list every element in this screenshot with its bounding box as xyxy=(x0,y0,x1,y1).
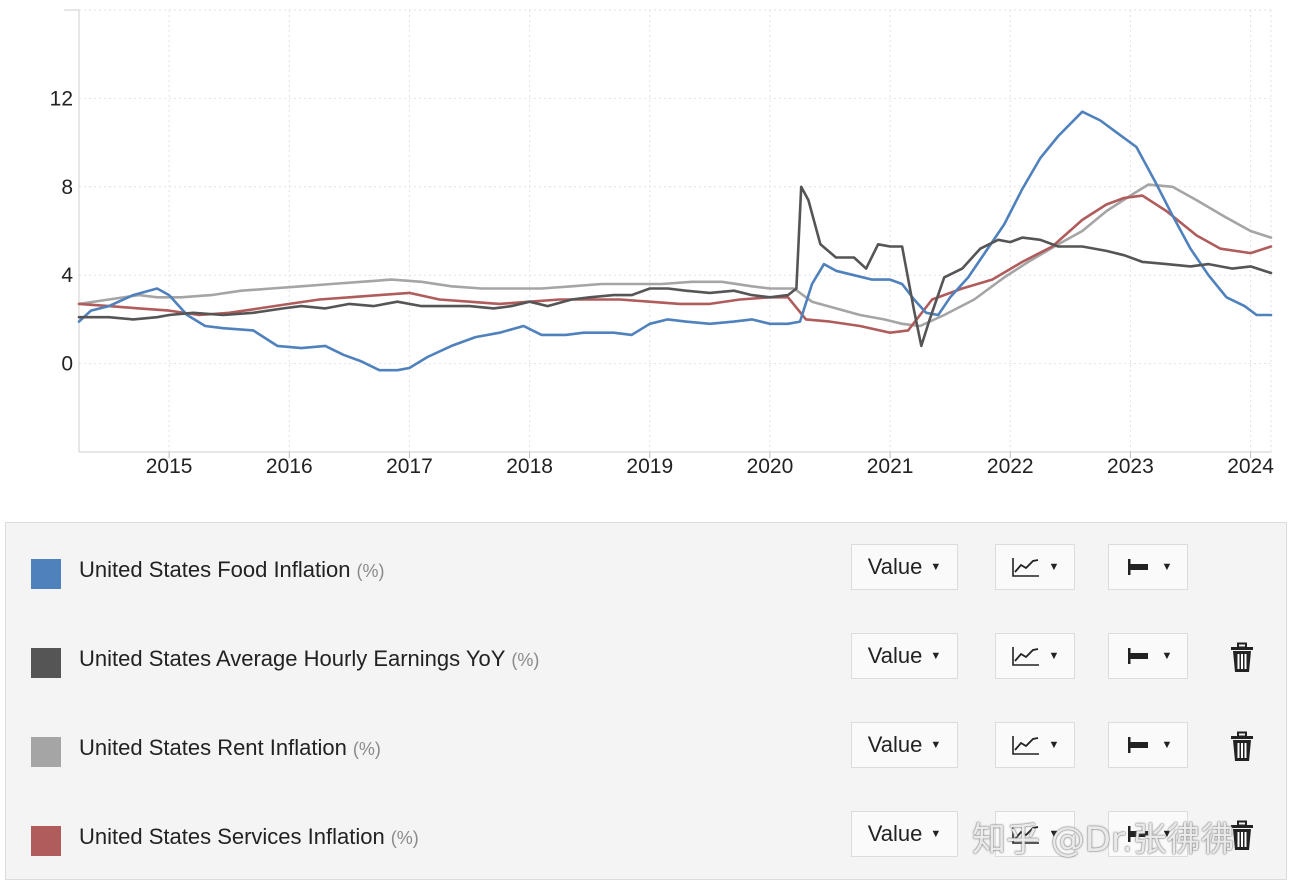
value-dropdown[interactable]: Value ▼ xyxy=(851,544,958,590)
series-unit: (%) xyxy=(390,828,419,848)
caret-down-icon: ▼ xyxy=(1048,561,1060,573)
series-label: United States Food Inflation (%) xyxy=(79,557,385,583)
axis-dropdown[interactable]: ▼ xyxy=(1108,633,1188,679)
y-tick-label: 0 xyxy=(61,353,73,376)
axis-align-icon xyxy=(1127,648,1148,664)
trash-icon[interactable] xyxy=(1228,820,1256,852)
series-color-swatch xyxy=(31,648,61,678)
value-dropdown[interactable]: Value ▼ xyxy=(851,811,958,857)
caret-down-icon: ▼ xyxy=(1048,828,1060,840)
value-dropdown-label: Value xyxy=(867,554,923,579)
series-unit: (%) xyxy=(511,650,540,670)
caret-down-icon: ▼ xyxy=(930,561,942,573)
x-tick-label: 2020 xyxy=(747,455,794,478)
chart-axes xyxy=(64,9,1271,458)
series-name: United States Food Inflation xyxy=(79,557,351,582)
x-tick-label: 2022 xyxy=(987,455,1034,478)
series-name: United States Average Hourly Earnings Yo… xyxy=(79,646,506,671)
legend-row-rent: United States Rent Inflation (%) Value ▼ ▼… xyxy=(6,701,1286,790)
y-tick-label: 12 xyxy=(50,87,73,110)
line-chart-icon xyxy=(1011,825,1039,844)
x-tick-label: 2023 xyxy=(1107,455,1154,478)
series-color-swatch xyxy=(31,826,61,856)
series-unit: (%) xyxy=(356,561,385,581)
x-tick-label: 2015 xyxy=(146,455,193,478)
axis-align-icon xyxy=(1127,737,1148,753)
value-dropdown-label: Value xyxy=(867,643,923,668)
caret-down-icon: ▼ xyxy=(930,650,942,662)
value-dropdown[interactable]: Value ▼ xyxy=(851,722,958,768)
x-tick-label: 2016 xyxy=(266,455,313,478)
line-chart-icon xyxy=(1011,736,1039,755)
value-dropdown-label: Value xyxy=(867,732,923,757)
trash-icon[interactable] xyxy=(1228,731,1256,763)
axis-align-icon xyxy=(1127,826,1148,842)
series-unit: (%) xyxy=(352,739,381,759)
x-tick-label: 2018 xyxy=(506,455,553,478)
axis-dropdown[interactable]: ▼ xyxy=(1108,811,1188,857)
chart-series xyxy=(77,110,1273,372)
legend-row-earnings: United States Average Hourly Earnings Yo… xyxy=(6,612,1286,701)
line-chart-icon xyxy=(1011,558,1039,577)
chart-grid xyxy=(79,9,1272,453)
axis-align-icon xyxy=(1127,559,1148,575)
series-color-swatch xyxy=(31,737,61,767)
chart-type-dropdown[interactable]: ▼ xyxy=(995,544,1075,590)
line-chart: 0 4 8 12 2015 2016 2017 2018 2019 2020 2021 2022 202… xyxy=(50,9,1275,478)
chart-type-dropdown[interactable]: ▼ xyxy=(995,633,1075,679)
value-dropdown[interactable]: Value ▼ xyxy=(851,633,958,679)
legend-row-food: United States Food Inflation (%) Value ▼ ▼… xyxy=(6,523,1286,612)
series-label: United States Average Hourly Earnings Yo… xyxy=(79,646,539,672)
series-line-2 xyxy=(77,183,1273,328)
series-legend-panel: United States Food Inflation (%) Value ▼ ▼… xyxy=(5,522,1287,880)
series-line-0 xyxy=(77,110,1273,372)
x-tick-label: 2017 xyxy=(386,455,433,478)
trash-icon[interactable] xyxy=(1228,642,1256,674)
caret-down-icon: ▼ xyxy=(1161,650,1173,662)
chart-tick-labels: 0 4 8 12 2015 2016 2017 2018 2019 2020 2021 2022 202… xyxy=(50,87,1275,478)
series-color-swatch xyxy=(31,559,61,589)
caret-down-icon: ▼ xyxy=(930,739,942,751)
series-name: United States Rent Inflation xyxy=(79,735,347,760)
value-dropdown-label: Value xyxy=(867,821,923,846)
series-name: United States Services Inflation xyxy=(79,824,385,849)
caret-down-icon: ▼ xyxy=(930,828,942,840)
caret-down-icon: ▼ xyxy=(1161,561,1173,573)
chart-type-dropdown[interactable]: ▼ xyxy=(995,811,1075,857)
caret-down-icon: ▼ xyxy=(1161,828,1173,840)
caret-down-icon: ▼ xyxy=(1161,739,1173,751)
chart-type-dropdown[interactable]: ▼ xyxy=(995,722,1075,768)
series-line-3 xyxy=(77,194,1273,334)
legend-row-services: United States Services Inflation (%) Valu… xyxy=(6,790,1286,879)
y-tick-label: 4 xyxy=(61,264,73,287)
axis-dropdown[interactable]: ▼ xyxy=(1108,722,1188,768)
axis-dropdown[interactable]: ▼ xyxy=(1108,544,1188,590)
x-tick-label: 2024 xyxy=(1227,455,1274,478)
y-tick-label: 8 xyxy=(61,176,73,199)
series-label: United States Services Inflation (%) xyxy=(79,824,419,850)
line-chart-icon xyxy=(1011,647,1039,666)
x-tick-label: 2019 xyxy=(626,455,673,478)
series-line-1 xyxy=(77,185,1273,348)
x-tick-label: 2021 xyxy=(867,455,914,478)
series-label: United States Rent Inflation (%) xyxy=(79,735,381,761)
caret-down-icon: ▼ xyxy=(1048,650,1060,662)
caret-down-icon: ▼ xyxy=(1048,739,1060,751)
